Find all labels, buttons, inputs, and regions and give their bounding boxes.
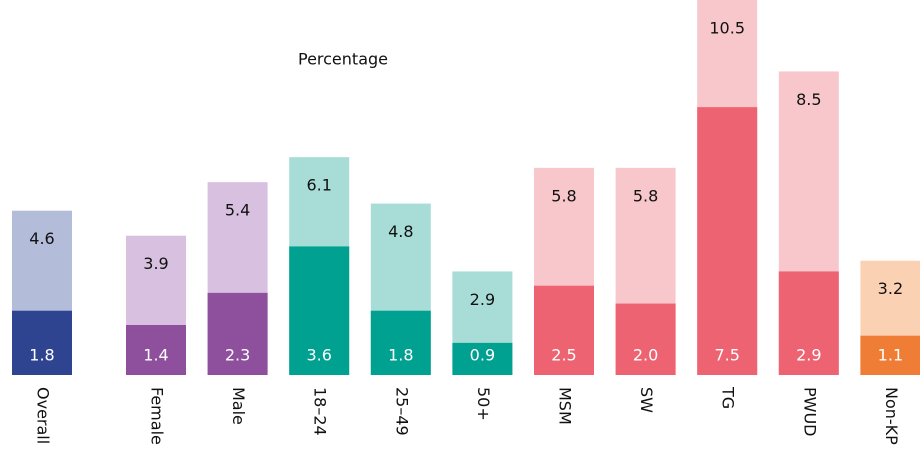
x-tick-label: Non-KP [882,387,901,445]
value-label: 2.9 [470,290,495,309]
value-label: 1.8 [388,346,413,365]
x-tick-label: Female [148,387,167,445]
inner-bar [126,325,186,375]
value-label: 2.5 [551,346,576,365]
value-label: 4.8 [388,222,413,241]
value-label: 10.5 [709,19,745,38]
value-label: 1.1 [878,346,903,365]
value-label: 2.3 [225,346,250,365]
value-label: 0.9 [470,346,495,365]
x-tick-label: 18–24 [311,387,330,436]
value-label: 1.8 [29,346,54,365]
value-label: 6.1 [306,176,331,195]
x-tick-label: MSM [556,387,575,425]
x-tick-label: Overall [34,387,53,444]
value-label: 7.5 [714,346,739,365]
x-tick-label: Male [229,387,248,425]
inner-bar [534,285,594,375]
x-tick-label: 50+ [474,387,493,421]
value-label: 4.6 [29,229,54,248]
value-label: 3.9 [143,254,168,273]
inner-bar [12,310,72,375]
x-tick-label: TG [719,386,738,409]
value-label: 3.6 [306,346,331,365]
chart-title: Percentage [298,50,388,69]
value-label: 5.4 [225,201,250,220]
value-label: 8.5 [796,90,821,109]
inner-bar [615,303,676,375]
x-tick-label: PWUD [800,387,819,437]
value-label: 5.8 [551,186,576,205]
x-tick-label: SW [637,387,656,413]
inner-bar [452,342,513,375]
value-label: 2.0 [633,346,658,365]
inner-bar [778,271,839,375]
value-label: 5.8 [633,186,658,205]
value-label: 3.2 [878,279,903,298]
inner-bar [370,310,431,375]
value-label: 1.4 [143,346,168,365]
inner-bar [697,107,758,376]
value-label: 2.9 [796,346,821,365]
x-tick-label: 25–49 [392,387,411,436]
inner-bar [289,246,350,375]
inner-bar [860,335,920,375]
inner-bar [207,292,268,375]
